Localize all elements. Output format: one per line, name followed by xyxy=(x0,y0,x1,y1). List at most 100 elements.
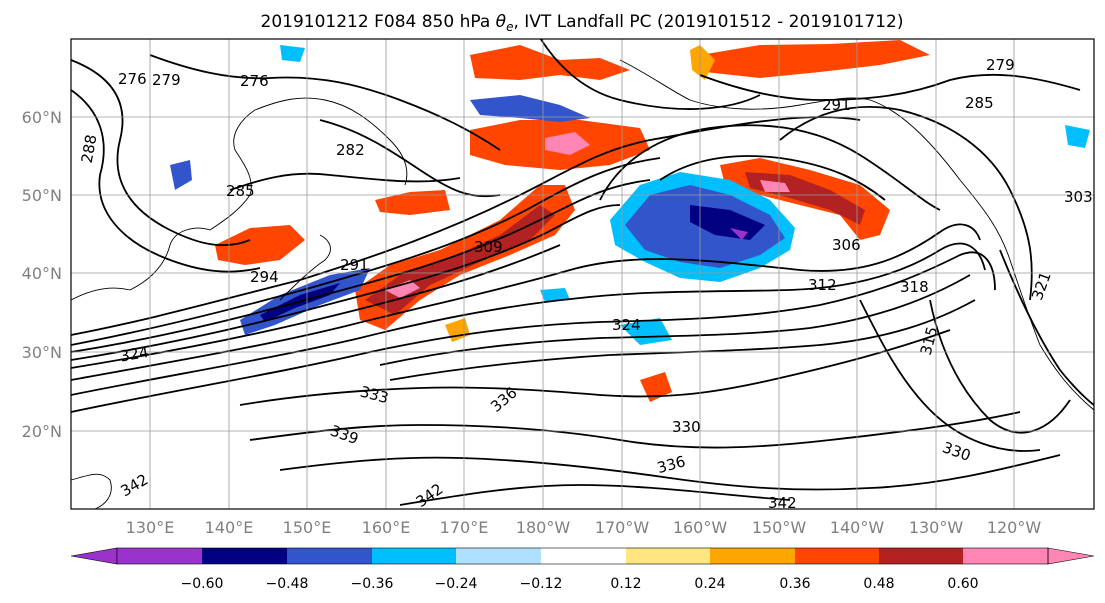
coastline xyxy=(279,234,331,301)
latitude-label-50n: 50°N xyxy=(22,186,62,205)
theta-e-contour xyxy=(389,299,976,381)
theta-e-contour xyxy=(149,54,501,151)
colorbar-swatch xyxy=(626,548,710,564)
theta-e-contour xyxy=(71,204,621,361)
latitude-axis: 60°N 50°N 40°N 30°N 20°N xyxy=(22,108,62,441)
theta-e-contour xyxy=(999,249,1094,406)
colorbar-swatch xyxy=(202,548,287,564)
contour-label: 324 xyxy=(119,343,150,366)
theta-e-contour xyxy=(71,89,261,273)
colorbar-tick-label: −0.36 xyxy=(351,576,394,592)
colorbar-swatch xyxy=(879,548,963,564)
colorbar-tick-label: −0.48 xyxy=(266,576,309,592)
colorbar: −0.60 −0.48 −0.36 −0.24 −0.12 0.12 0.24 … xyxy=(70,547,1095,592)
positive-anomaly-japan xyxy=(215,225,305,265)
theta-e-contour xyxy=(279,454,1061,491)
contour-label: 324 xyxy=(612,316,641,334)
coastline xyxy=(71,473,112,509)
theta-e-contour xyxy=(379,274,971,366)
contour-label: 312 xyxy=(808,276,837,294)
theta-e-contour xyxy=(71,59,251,247)
positive-anomaly-arctic-east xyxy=(700,40,930,78)
title-theta-subscript: e xyxy=(506,20,513,34)
theta-e-contour xyxy=(249,411,1021,449)
colorbar-swatch xyxy=(710,548,795,564)
colorbar-swatch xyxy=(795,548,879,564)
contour-label: 285 xyxy=(965,94,994,112)
coastline xyxy=(254,97,408,186)
positive-anomaly-jet-core xyxy=(385,280,420,298)
colorbar-swatch xyxy=(117,548,202,564)
longitude-label: 170°W xyxy=(595,518,650,537)
longitude-label: 140°E xyxy=(205,518,254,537)
contour-label: 342 xyxy=(768,494,797,512)
longitude-label: 160°E xyxy=(362,518,411,537)
longitude-axis: 130°E 140°E 150°E 160°E 170°E 180°W 170°… xyxy=(126,518,1042,537)
positive-anomaly-gulf-alaska-core xyxy=(760,180,790,192)
contour-label: 276 xyxy=(240,72,269,90)
negative-anomaly-small-4 xyxy=(540,288,570,302)
contour-label: 309 xyxy=(474,238,503,256)
graticule xyxy=(71,39,1094,509)
theta-e-contour xyxy=(929,299,1071,434)
theta-e-contour xyxy=(539,39,761,110)
coastlines xyxy=(71,59,1094,509)
theta-e-contour xyxy=(399,484,791,506)
pc-anomaly-shading xyxy=(170,40,1090,402)
colorbar-tick-label: 0.60 xyxy=(947,576,978,592)
longitude-label: 140°W xyxy=(830,518,885,537)
longitude-label: 180°W xyxy=(516,518,571,537)
latitude-label-60n: 60°N xyxy=(22,108,62,127)
positive-anomaly-arctic-east-edge xyxy=(690,45,715,80)
coastline xyxy=(1009,259,1094,411)
theta-e-contour xyxy=(71,251,996,413)
theta-e-contour xyxy=(659,155,886,201)
colorbar-tick-label: 0.24 xyxy=(694,576,725,592)
title-prefix: 2019101212 F084 850 hPa xyxy=(261,12,496,32)
map-panel: 276 279 276 282 285 288 294 291 309 306 … xyxy=(70,38,1095,512)
theta-e-contour xyxy=(71,179,651,353)
contour-label: 318 xyxy=(900,278,929,296)
theta-e-contour xyxy=(239,329,951,406)
longitude-label: 150°W xyxy=(752,518,807,537)
longitude-label: 130°W xyxy=(909,518,964,537)
colorbar-swatch xyxy=(541,548,626,564)
contour-label: 288 xyxy=(78,133,101,164)
colorbar-tick-label: 0.12 xyxy=(610,576,641,592)
colorbar-swatch xyxy=(456,548,541,564)
colorbar-extend-high xyxy=(1047,547,1095,565)
contour-label: 306 xyxy=(832,236,861,254)
colorbar-tick-label: −0.60 xyxy=(181,576,224,592)
figure-title: 2019101212 F084 850 hPa θe, IVT Landfall… xyxy=(261,12,904,34)
coastline xyxy=(209,109,256,231)
longitude-label: 160°W xyxy=(673,518,728,537)
map-background xyxy=(71,39,1094,509)
positive-anomaly-kamchatka xyxy=(375,190,450,215)
contour-label: 279 xyxy=(152,71,181,89)
theta-e-contour xyxy=(71,242,986,396)
map-frame xyxy=(70,38,1095,510)
theta-e-contour xyxy=(859,299,1041,452)
longitude-label: 130°E xyxy=(126,518,175,537)
title-theta: θ xyxy=(496,12,507,32)
contour-label: 285 xyxy=(226,182,255,200)
colorbar-swatch xyxy=(372,548,456,564)
theta-e-contours xyxy=(71,39,1094,506)
negative-anomaly-small-1 xyxy=(170,160,192,190)
longitude-label: 170°E xyxy=(440,518,489,537)
negative-anomaly-small-3 xyxy=(1065,125,1090,148)
contour-label: 279 xyxy=(986,56,1015,74)
theta-e-contour xyxy=(599,124,941,211)
colorbar-extend-low xyxy=(70,547,118,565)
positive-anomaly-north-pacific-core xyxy=(545,132,590,155)
colorbar-frame xyxy=(116,547,1049,565)
negative-anomaly-bering xyxy=(470,95,590,122)
colorbar-swatch xyxy=(963,548,1048,564)
latitude-label-40n: 40°N xyxy=(22,264,62,283)
contour-label: 291 xyxy=(822,96,851,114)
colorbar-swatch xyxy=(287,548,372,564)
theta-e-contour xyxy=(71,223,981,381)
longitude-label: 120°W xyxy=(987,518,1042,537)
colorbar-tick-label: −0.12 xyxy=(520,576,563,592)
